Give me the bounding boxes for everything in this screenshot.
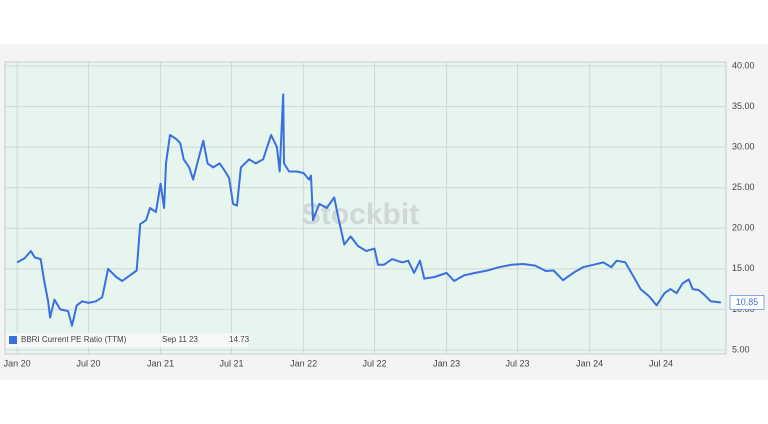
y-tick-label: 5.00 bbox=[732, 344, 750, 354]
y-tick-label: 25.00 bbox=[732, 182, 755, 192]
x-tick-label: Jul 20 bbox=[76, 358, 100, 368]
legend-label: BBRI Current PE Ratio (TTM) bbox=[21, 335, 127, 344]
y-tick-label: 35.00 bbox=[732, 101, 755, 111]
watermark: Stockbit bbox=[301, 198, 419, 231]
x-tick-label: Jan 20 bbox=[4, 358, 31, 368]
x-tick-label: Jul 24 bbox=[649, 358, 673, 368]
x-tick-label: Jul 23 bbox=[506, 358, 530, 368]
x-tick-label: Jul 21 bbox=[219, 358, 243, 368]
tooltip-date: Sep 11 23 bbox=[162, 335, 198, 344]
tooltip-value: 14.73 bbox=[229, 335, 250, 344]
y-tick-label: 15.00 bbox=[732, 263, 755, 273]
x-tick-label: Jan 22 bbox=[290, 358, 317, 368]
x-tick-label: Jul 22 bbox=[362, 358, 386, 368]
y-tick-label: 40.00 bbox=[732, 60, 755, 70]
x-tick-label: Jan 23 bbox=[433, 358, 460, 368]
x-tick-label: Jan 24 bbox=[576, 358, 603, 368]
last-value-label: 10.85 bbox=[736, 297, 759, 307]
y-tick-label: 30.00 bbox=[732, 142, 755, 152]
last-value-box bbox=[729, 295, 765, 310]
x-tick-label: Jan 21 bbox=[147, 358, 174, 368]
legend-bar bbox=[6, 333, 248, 347]
y-tick-label: 20.00 bbox=[732, 223, 755, 233]
legend-swatch bbox=[9, 336, 17, 344]
line-series bbox=[16, 93, 722, 327]
plot-area bbox=[4, 61, 727, 355]
